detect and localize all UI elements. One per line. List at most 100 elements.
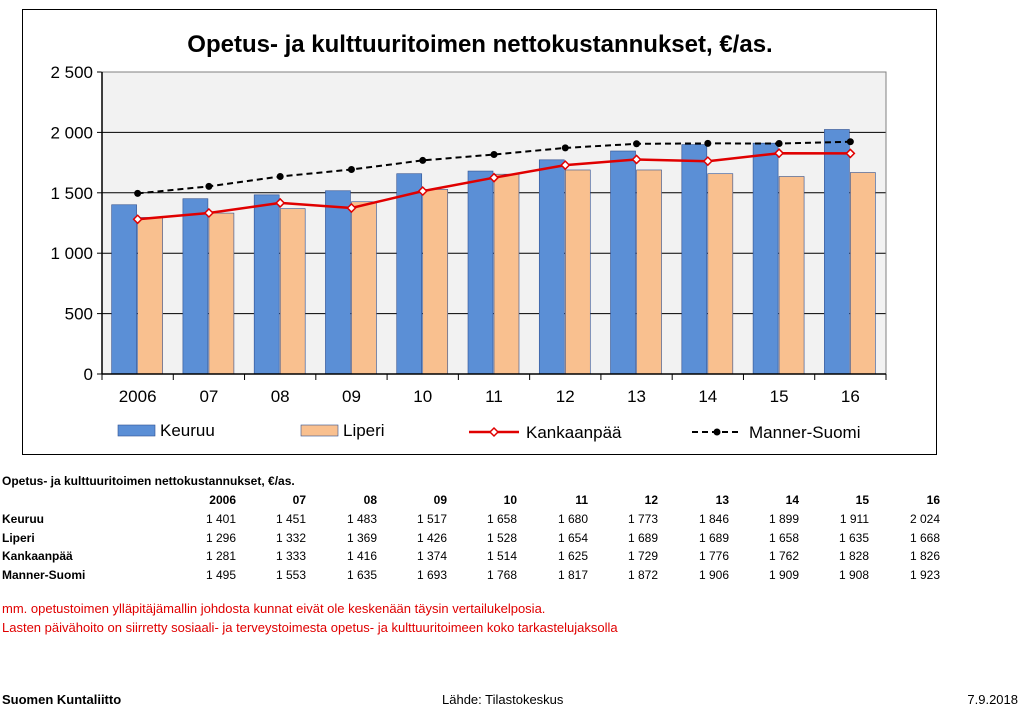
bar-keuruu — [396, 173, 423, 375]
marker-kankaanp- — [417, 186, 428, 197]
table-cell: 1 658 — [768, 530, 799, 545]
bar-keuruu — [538, 159, 565, 375]
table-cell: 1 911 — [839, 512, 869, 526]
marker-manner-suomi — [205, 182, 213, 190]
footer-date: 7.9.2018 — [967, 692, 1018, 707]
table-cell: 1 689 — [627, 530, 658, 545]
table-cell: 1 762 — [768, 549, 799, 563]
x-tick-label: 15 — [770, 387, 789, 406]
table-cell: 1 729 — [627, 549, 658, 563]
marker-kankaanp- — [631, 154, 642, 165]
bar-liperi — [279, 208, 306, 375]
marker-manner-suomi — [633, 140, 641, 148]
x-tick-label: 2006 — [119, 387, 157, 406]
bar-keuruu — [752, 142, 779, 375]
table-cell: 1 495 — [205, 567, 236, 582]
table-header-cell: 2006 — [209, 493, 236, 507]
marker-kankaanp- — [774, 148, 785, 159]
table-cell: 1 416 — [346, 549, 377, 563]
table-cell: 1 846 — [698, 512, 729, 526]
table-cell: 1 908 — [838, 567, 869, 582]
bar-liperi — [707, 173, 734, 375]
marker-kankaanp- — [560, 160, 571, 171]
table-cell: 1 635 — [838, 530, 869, 545]
marker-manner-suomi — [347, 165, 355, 173]
table-header-cell: 11 — [575, 493, 588, 507]
legend-label-liperi: Liperi — [343, 421, 385, 440]
marker-kankaanp- — [203, 207, 214, 219]
table-cell: 1 923 — [909, 567, 940, 582]
bar-liperi — [493, 173, 520, 375]
table-cell: 1 401 — [205, 512, 236, 526]
legend-marker-manner-suomi — [713, 428, 721, 436]
table-cell: 1 689 — [698, 530, 729, 545]
table-cell: 1 635 — [346, 567, 377, 582]
legend-swatch-keuruu — [117, 424, 156, 437]
table-cell: 1 483 — [346, 512, 377, 526]
marker-manner-suomi — [704, 139, 712, 147]
table-cell: 1 658 — [486, 512, 517, 526]
x-tick-label: 08 — [271, 387, 290, 406]
chart: Opetus- ja kulttuuritoimen nettokustannu… — [50, 31, 887, 442]
marker-manner-suomi — [846, 138, 854, 146]
table-cell: 1 426 — [416, 530, 447, 545]
table-cell: 1 451 — [275, 512, 306, 526]
table-row-label: Kankaanpää — [2, 549, 73, 563]
table-header-cell: 08 — [363, 493, 377, 507]
table-cell: 1 773 — [627, 512, 658, 526]
legend-marker-kankaanp- — [488, 426, 500, 438]
table-row: Liperi 1 296 1 332 1 369 1 426 1 528 1 654 1 68… — [0, 531, 1024, 549]
bar-keuruu — [111, 204, 137, 375]
bar-keuruu — [824, 129, 850, 375]
legend-label-manner-suomi: Manner-Suomi — [749, 423, 861, 442]
x-tick-label: 10 — [413, 387, 432, 406]
table-header-cell: 10 — [503, 493, 517, 507]
table-header-cell: 15 — [855, 493, 869, 507]
bar-liperi — [422, 189, 449, 375]
y-tick-label: 500 — [65, 305, 93, 324]
table-cell: 1 625 — [557, 549, 588, 563]
marker-kankaanp- — [346, 202, 357, 214]
table-header-cell: 07 — [292, 493, 306, 507]
bar-keuruu — [681, 144, 708, 375]
marker-manner-suomi — [490, 151, 498, 159]
table-cell: 1 872 — [627, 567, 658, 582]
marker-manner-suomi — [134, 189, 142, 197]
table-cell: 1 296 — [205, 530, 236, 545]
table-row: Kankaanpää 1 281 1 333 1 416 1 374 1 514 1 625… — [0, 549, 1024, 567]
marker-kankaanp- — [488, 172, 500, 183]
bar-liperi — [636, 169, 662, 375]
bar-keuruu — [325, 190, 351, 375]
table-row-label: Liperi — [2, 530, 35, 545]
y-tick-label: 1 000 — [50, 244, 93, 263]
marker-manner-suomi — [419, 156, 427, 164]
note-daycare: Lasten päivähoito on siirretty sosiaali-… — [2, 620, 618, 635]
table-cell: 1 553 — [275, 567, 306, 582]
table-cell: 1 680 — [557, 512, 588, 526]
marker-kankaanp- — [845, 148, 856, 159]
table-cell: 2 024 — [909, 512, 940, 526]
table-row-label: Keuruu — [2, 512, 44, 526]
table-row-label: Manner-Suomi — [2, 567, 86, 582]
x-tick-label: 13 — [627, 387, 646, 406]
y-tick-label: 1 500 — [50, 184, 93, 203]
table-cell: 1 369 — [346, 530, 377, 545]
table-cell: 1 906 — [698, 567, 729, 582]
table-title: Opetus- ja kulttuuritoimen nettokustannu… — [2, 474, 295, 488]
table-cell: 1 528 — [486, 530, 517, 545]
marker-manner-suomi — [276, 172, 284, 180]
bar-liperi — [778, 176, 805, 375]
y-tick-label: 2 500 — [50, 63, 93, 82]
bar-keuruu — [610, 150, 636, 375]
table-cell: 1 693 — [416, 567, 447, 582]
table-header-cell: 12 — [644, 493, 658, 507]
chart-frame: Opetus- ja kulttuuritoimen nettokustannu… — [22, 9, 937, 455]
bar-liperi — [564, 169, 591, 375]
bar-liperi — [850, 172, 876, 375]
table-cell: 1 374 — [416, 549, 447, 563]
marker-kankaanp- — [275, 197, 286, 209]
table-cell: 1 517 — [416, 512, 447, 526]
table-cell: 1 333 — [275, 549, 306, 563]
marker-manner-suomi — [775, 140, 783, 148]
chart-title: Opetus- ja kulttuuritoimen nettokustannu… — [187, 31, 772, 58]
